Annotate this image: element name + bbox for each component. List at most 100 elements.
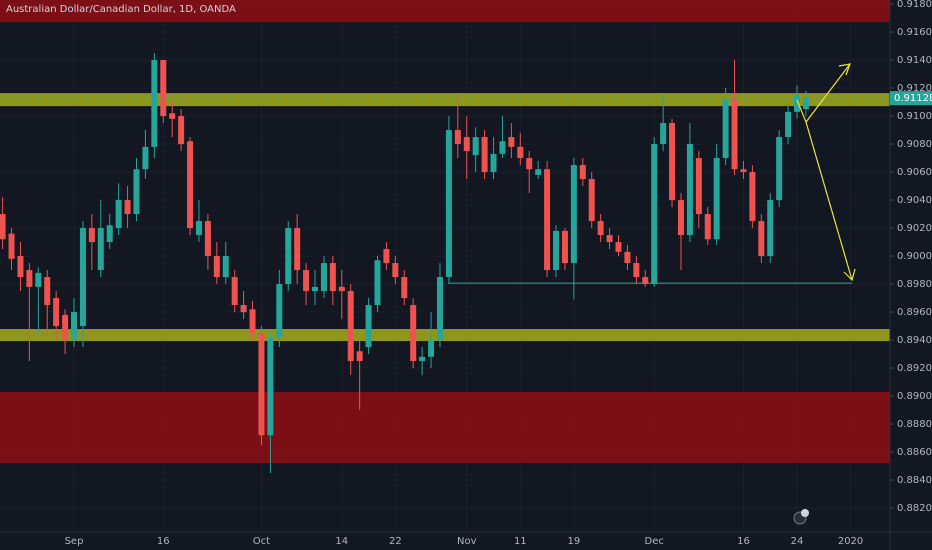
candle-body <box>347 291 354 362</box>
candle-body <box>776 137 783 201</box>
candle-body <box>758 221 765 257</box>
candle-body <box>329 263 336 292</box>
candle-body <box>79 228 86 327</box>
candle-body <box>178 116 185 145</box>
candle-body <box>535 169 542 175</box>
candle-body <box>267 337 274 436</box>
candle-body <box>570 165 577 264</box>
candle-body <box>249 309 256 334</box>
zone <box>0 0 890 23</box>
candle-body <box>454 130 461 145</box>
x-tick-label: Oct <box>253 536 270 547</box>
candle-body <box>35 272 42 287</box>
candle-body <box>392 263 399 278</box>
x-tick-label: 2020 <box>838 536 863 547</box>
candle-body <box>383 249 390 264</box>
candle-body <box>151 60 158 147</box>
arrow-head <box>843 268 856 282</box>
candle-body <box>436 277 443 341</box>
candle-body <box>731 99 738 170</box>
candle-body <box>490 153 497 173</box>
candle-body <box>0 214 6 240</box>
y-tick-label: 0.88200 <box>897 503 932 514</box>
candle-body <box>767 200 774 257</box>
candle-body <box>660 123 667 145</box>
candle-body <box>606 235 613 243</box>
candle-body <box>597 221 604 236</box>
candle-body <box>410 305 417 362</box>
candle-body <box>499 141 506 154</box>
x-tick-label: Dec <box>645 536 664 547</box>
arrow-head <box>838 63 851 76</box>
arrow-down <box>805 121 853 281</box>
zone <box>0 93 890 107</box>
candle-body <box>651 144 658 285</box>
candle-body <box>258 333 265 436</box>
candle-body <box>677 200 684 236</box>
candle-body <box>204 221 211 257</box>
candle-body <box>285 228 292 285</box>
candle-body <box>526 158 533 170</box>
candle-body <box>106 225 113 243</box>
candle-body <box>222 256 229 278</box>
candle-body <box>785 111 792 138</box>
candle-body <box>686 144 693 236</box>
candle-body <box>338 286 345 292</box>
candle-body <box>312 286 319 292</box>
candle-body <box>695 158 702 215</box>
candle-body <box>231 277 238 306</box>
candle-body <box>544 169 551 271</box>
candle-body <box>71 312 78 341</box>
candle-body <box>133 169 140 215</box>
candle-body <box>561 230 568 264</box>
candle-body <box>740 169 747 173</box>
x-tick-label: 16 <box>737 536 750 547</box>
x-tick-label: 11 <box>514 536 527 547</box>
x-tick-label: 19 <box>567 536 580 547</box>
candle-body <box>195 221 202 236</box>
candle-body <box>142 146 149 170</box>
candle-body <box>124 200 131 215</box>
candle-body <box>463 137 470 152</box>
candle-body <box>374 260 381 306</box>
candle-body <box>553 230 560 271</box>
candle-body <box>588 179 595 222</box>
candle-body <box>17 256 24 278</box>
candle-body <box>401 277 408 299</box>
x-tick-label: 22 <box>389 536 402 547</box>
candle-body <box>187 141 194 229</box>
x-tick-label: Nov <box>457 536 477 547</box>
candle-body <box>44 277 51 306</box>
candle-body <box>428 340 435 357</box>
candle-body <box>633 263 640 278</box>
chart-title: Australian Dollar/Canadian Dollar, 1D, O… <box>6 4 236 15</box>
zone <box>0 392 890 464</box>
candle-body <box>794 95 801 112</box>
badge-count <box>801 509 809 517</box>
candle-body <box>445 130 452 278</box>
candle-body <box>472 137 479 156</box>
candle-body <box>213 256 220 278</box>
candle-body <box>294 228 301 271</box>
candle-body <box>8 233 15 259</box>
candle-body <box>320 263 327 292</box>
candle-body <box>615 242 622 252</box>
x-tick-label: Sep <box>65 536 84 547</box>
